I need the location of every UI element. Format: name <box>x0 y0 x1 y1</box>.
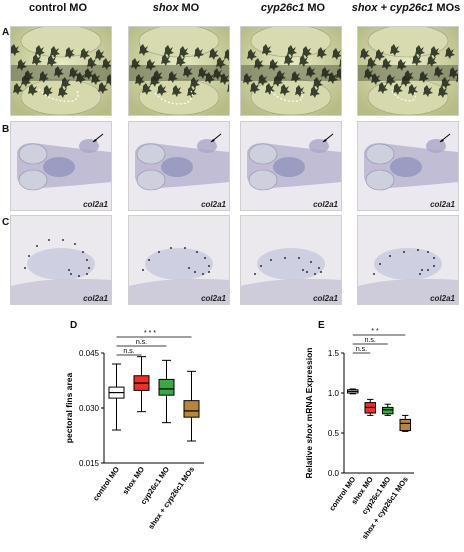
box-2 <box>158 359 175 424</box>
y-axis-label: Relative shox mRNA Expression <box>304 347 314 478</box>
y-tick-label: 0.030 <box>79 404 100 413</box>
panel-c-double: col2a1 <box>357 215 459 305</box>
column-header-double: shox + cyp26c1 MOs <box>351 2 461 14</box>
significance-bracket: n.s. <box>352 346 371 354</box>
panel-c-control: col2a1 <box>10 215 112 305</box>
x-tick-label: control MO <box>327 475 357 513</box>
column-header-shox: shox MO <box>152 2 200 14</box>
gene-label: col2a1 <box>430 294 455 303</box>
row-label-c: C <box>2 217 10 228</box>
x-tick-label: shox MO <box>121 465 147 496</box>
box-3 <box>399 414 411 432</box>
significance-label: * * <box>371 328 379 335</box>
panel-a-shox <box>128 26 230 116</box>
x-tick-label: control MO <box>91 465 121 503</box>
panel-b-cyp26c1: col2a1 <box>240 121 342 211</box>
significance-label: n.s. <box>365 337 376 344</box>
box-1 <box>133 356 150 413</box>
significance-label: * * * <box>144 330 156 337</box>
panel-c-cyp26c1: col2a1 <box>240 215 342 305</box>
y-tick-label: 0.045 <box>79 349 100 358</box>
significance-bracket: n.s. <box>352 337 388 345</box>
panel-c-shox: col2a1 <box>128 215 230 305</box>
y-tick-label: 0.5 <box>328 429 340 438</box>
box-1 <box>364 398 376 416</box>
column-header-control: control MO <box>28 2 88 14</box>
significance-bracket: * * * <box>116 330 192 338</box>
panel-a-cyp26c1 <box>240 26 342 116</box>
gene-label: col2a1 <box>201 200 226 209</box>
panel-b-control: col2a1 <box>10 121 112 211</box>
y-axis-label: pectoral fins area <box>64 373 74 444</box>
y-tick-label: 1.5 <box>328 349 340 358</box>
x-tick-label: shox + cyp26c1 MOs <box>146 465 196 531</box>
y-tick-label: 0.015 <box>79 459 100 468</box>
significance-label: n.s. <box>123 348 134 355</box>
row-label-b: B <box>2 124 10 135</box>
gene-label: col2a1 <box>313 200 338 209</box>
chart-d-svg: 0.015 0.030 0.045 pectoral fins area control… <box>64 330 204 531</box>
box-3 <box>183 370 200 442</box>
box-0 <box>347 388 359 395</box>
gene-label: col2a1 <box>201 294 226 303</box>
panel-a-control <box>10 26 112 116</box>
gene-label: col2a1 <box>430 200 455 209</box>
gene-label: col2a1 <box>83 294 108 303</box>
box-0 <box>108 363 125 431</box>
gene-label: col2a1 <box>83 200 108 209</box>
significance-label: n.s. <box>356 346 367 353</box>
panel-b-double: col2a1 <box>357 121 459 211</box>
significance-bracket: n.s. <box>116 348 142 356</box>
box-2 <box>382 403 394 416</box>
panel-label-e: E <box>318 320 325 331</box>
panel-b-shox: col2a1 <box>128 121 230 211</box>
panel-a-double <box>357 26 459 116</box>
y-tick-label: 1.0 <box>328 389 340 398</box>
gene-label: col2a1 <box>313 294 338 303</box>
row-label-a: A <box>2 27 10 38</box>
chart-shox-expression: 0.0 0.5 1.0 1.5 Relative shox mRNA Expressio… <box>300 325 460 547</box>
significance-label: n.s. <box>136 339 147 346</box>
panel-label-d: D <box>70 320 78 331</box>
y-tick-label: 0.0 <box>328 469 340 478</box>
chart-e-svg: 0.0 0.5 1.0 1.5 Relative shox mRNA Expressio… <box>304 328 414 541</box>
chart-pectoral-fins-area: 0.015 0.030 0.045 pectoral fins area control… <box>60 325 210 547</box>
significance-bracket: * * <box>352 328 406 336</box>
significance-bracket: n.s. <box>116 339 167 347</box>
column-header-cyp26c1: cyp26c1 MO <box>260 2 326 14</box>
